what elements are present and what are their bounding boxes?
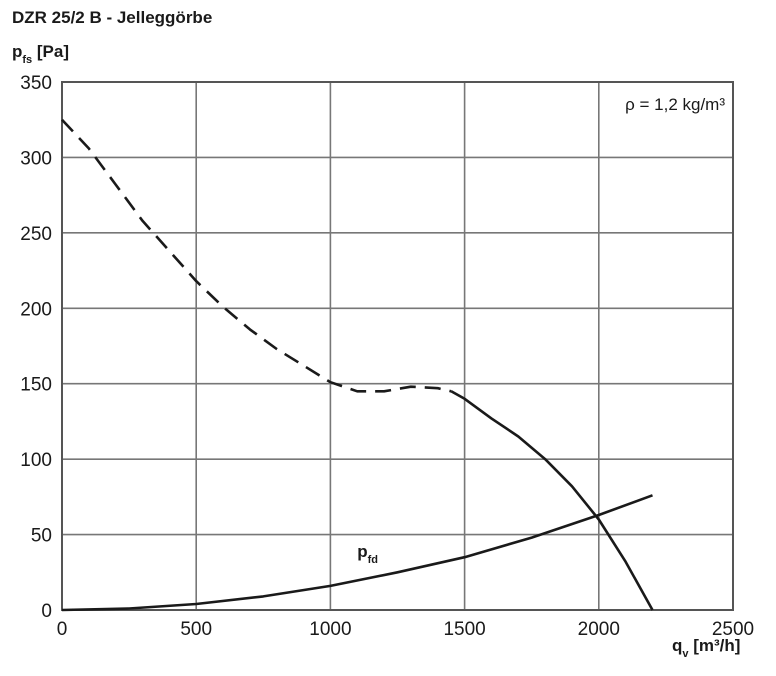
x-tick-label: 500 bbox=[180, 619, 212, 640]
series-line-0 bbox=[61, 118, 452, 393]
y-axis-label: pfs [Pa] bbox=[12, 42, 70, 66]
grid bbox=[61, 81, 734, 611]
y-tick-label: 150 bbox=[20, 375, 52, 396]
series-line-1 bbox=[450, 390, 654, 611]
series-line-2 bbox=[61, 494, 653, 612]
y-tick-label: 100 bbox=[20, 450, 52, 471]
plot-frame bbox=[61, 81, 734, 611]
y-tick-label: 0 bbox=[41, 601, 52, 622]
y-tick-label: 50 bbox=[31, 526, 52, 547]
x-axis-label: qv [m³/h] bbox=[672, 636, 741, 660]
x-tick-label: 1500 bbox=[443, 619, 485, 640]
pfd-curve-label: pfd bbox=[357, 542, 378, 566]
y-tick-label: 350 bbox=[20, 73, 52, 94]
x-tick-label: 0 bbox=[57, 619, 68, 640]
chart-title: DZR 25/2 B - Jelleggörbe bbox=[12, 8, 213, 27]
y-tick-label: 300 bbox=[20, 148, 52, 169]
x-tick-label: 2500 bbox=[712, 619, 754, 640]
y-tick-label: 250 bbox=[20, 224, 52, 245]
series-layer: pfd bbox=[61, 118, 654, 612]
y-tick-label: 200 bbox=[20, 299, 52, 320]
density-annotation: ρ = 1,2 kg/m³ bbox=[625, 95, 725, 114]
tick-labels: 0 500 1000 1500 2000 2500 0 50 100 150 200 250 300 35… bbox=[20, 73, 754, 640]
x-tick-label: 1000 bbox=[309, 619, 351, 640]
x-tick-label: 2000 bbox=[578, 619, 620, 640]
